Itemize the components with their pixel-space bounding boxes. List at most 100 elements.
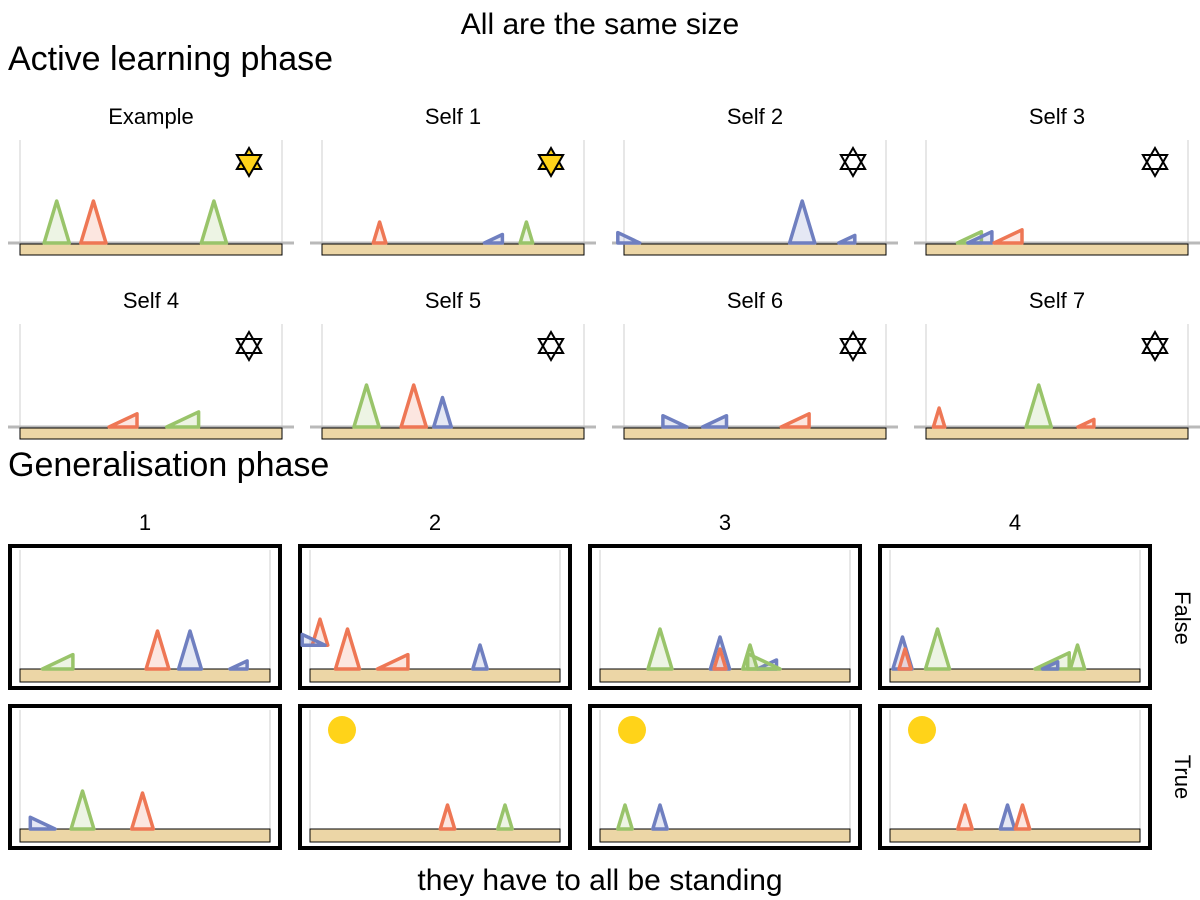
gen-panel-true-3 bbox=[588, 704, 862, 850]
column-label-1: 1 bbox=[139, 510, 151, 535]
shape-blue-tri-2 bbox=[431, 395, 454, 429]
shape-blue-wedge-1 bbox=[300, 632, 327, 647]
gen-panel-true-2 bbox=[298, 704, 572, 850]
footer-caption: they have to all be standing bbox=[417, 864, 782, 897]
active-panels: Example Self 1 Self 2 Self 3 Self 4 Self 5 Sel… bbox=[8, 104, 1200, 440]
panel-label: Self 6 bbox=[727, 288, 783, 313]
ground-block bbox=[925, 427, 1189, 440]
panel-label: Self 1 bbox=[425, 104, 481, 129]
shape-green-tri-1 bbox=[1024, 383, 1054, 429]
generalisation-panels: 1 2 3 4 False True bbox=[8, 510, 1195, 850]
active-panel-2: Self 1 bbox=[310, 104, 596, 256]
ground-block bbox=[321, 427, 585, 440]
ground-block bbox=[19, 243, 283, 256]
column-label-3: 3 bbox=[719, 510, 731, 535]
shape-green-tri-1 bbox=[496, 803, 514, 831]
star-triangle-0 bbox=[1141, 329, 1169, 354]
shape-blue-tri-1 bbox=[651, 803, 669, 831]
active-panel-3: Self 2 bbox=[612, 104, 898, 256]
shape-blue-wedge-1 bbox=[482, 232, 505, 245]
shape-green-tri-2 bbox=[518, 220, 535, 245]
sun-icon bbox=[328, 716, 356, 744]
active-panel-7: Self 6 bbox=[612, 288, 898, 440]
shape-red-tri-0 bbox=[438, 803, 457, 831]
gen-panel-false-3 bbox=[588, 544, 862, 690]
star-triangle-1 bbox=[537, 338, 565, 363]
star-triangle-1 bbox=[537, 154, 565, 179]
active-panel-6: Self 5 bbox=[310, 288, 596, 440]
shape-green-tri-0 bbox=[42, 199, 72, 245]
star-triangle-1 bbox=[1141, 154, 1169, 179]
star-triangle-0 bbox=[235, 329, 263, 354]
star-triangle-1 bbox=[839, 338, 867, 363]
shape-blue-wedge-2 bbox=[837, 233, 857, 245]
shape-blue-wedge-0 bbox=[661, 413, 689, 429]
active-panel-1: Example bbox=[8, 104, 294, 256]
ground-block bbox=[889, 828, 1141, 843]
row-label-false: False bbox=[1170, 591, 1195, 645]
active-panel-5: Self 4 bbox=[8, 288, 294, 440]
ground-block bbox=[309, 828, 561, 843]
ground-block bbox=[599, 668, 851, 683]
column-label-4: 4 bbox=[1009, 510, 1021, 535]
shape-blue-wedge-0 bbox=[616, 230, 642, 245]
gen-panel-true-4 bbox=[878, 704, 1152, 850]
panel-label: Self 7 bbox=[1029, 288, 1085, 313]
shape-green-tri-0 bbox=[352, 383, 381, 429]
ground-block bbox=[623, 427, 887, 440]
ground-block bbox=[19, 427, 283, 440]
shape-red-tri-2 bbox=[712, 647, 728, 671]
ground-block bbox=[321, 243, 585, 256]
active-heading: Active learning phase bbox=[8, 40, 333, 78]
shape-red-tri-0 bbox=[956, 803, 974, 831]
panel-label: Self 3 bbox=[1029, 104, 1085, 129]
ground-block bbox=[19, 828, 271, 843]
star-triangle-0 bbox=[839, 329, 867, 354]
panel-label: Example bbox=[108, 104, 194, 129]
gen-panel-false-4 bbox=[878, 544, 1152, 690]
ground-block bbox=[889, 668, 1141, 683]
star-triangle-1 bbox=[235, 154, 263, 179]
sun-icon bbox=[618, 716, 646, 744]
shape-green-tri-0 bbox=[616, 803, 634, 831]
panel-frame bbox=[878, 544, 1152, 690]
panel-label: Self 2 bbox=[727, 104, 783, 129]
panel-label: Self 5 bbox=[425, 288, 481, 313]
star-triangle-1 bbox=[839, 154, 867, 179]
active-panel-4: Self 3 bbox=[914, 104, 1200, 256]
sun-icon bbox=[908, 716, 936, 744]
generalisation-heading: Generalisation phase bbox=[8, 446, 329, 484]
shape-red-wedge-2 bbox=[992, 228, 1024, 245]
shape-red-tri-0 bbox=[931, 406, 947, 429]
shape-blue-wedge-1 bbox=[966, 229, 994, 245]
ground-block bbox=[623, 243, 887, 256]
column-label-2: 2 bbox=[429, 510, 441, 535]
panel-label: Self 4 bbox=[123, 288, 179, 313]
star-outline-icon bbox=[235, 329, 263, 363]
shape-green-tri-5 bbox=[1068, 643, 1087, 671]
active-panel-8: Self 7 bbox=[914, 288, 1200, 440]
star-triangle-1 bbox=[1141, 338, 1169, 363]
shape-red-tri-1 bbox=[144, 629, 171, 671]
shape-red-wedge-2 bbox=[779, 412, 811, 429]
shape-green-tri-2 bbox=[199, 199, 229, 245]
shape-blue-tri-1 bbox=[787, 199, 817, 245]
figure-title: All are the same size bbox=[461, 8, 739, 41]
ground-block bbox=[19, 668, 271, 683]
panel-frame bbox=[8, 704, 282, 850]
star-outline-icon bbox=[839, 329, 867, 363]
shape-blue-tri-2 bbox=[176, 629, 204, 671]
shape-blue-wedge-1 bbox=[700, 413, 729, 429]
ground-block bbox=[599, 828, 851, 843]
shape-blue-tri-4 bbox=[471, 643, 489, 671]
panel-frame bbox=[298, 544, 572, 690]
shape-red-tri-1 bbox=[897, 647, 913, 671]
shape-red-wedge-0 bbox=[107, 412, 139, 429]
shape-red-tri-1 bbox=[79, 199, 108, 245]
gen-panel-true-1 bbox=[8, 704, 282, 850]
shape-red-wedge-3 bbox=[375, 652, 410, 671]
gen-panel-false-1 bbox=[8, 544, 282, 690]
shape-red-tri-2 bbox=[333, 627, 362, 671]
shape-green-tri-0 bbox=[646, 627, 674, 671]
